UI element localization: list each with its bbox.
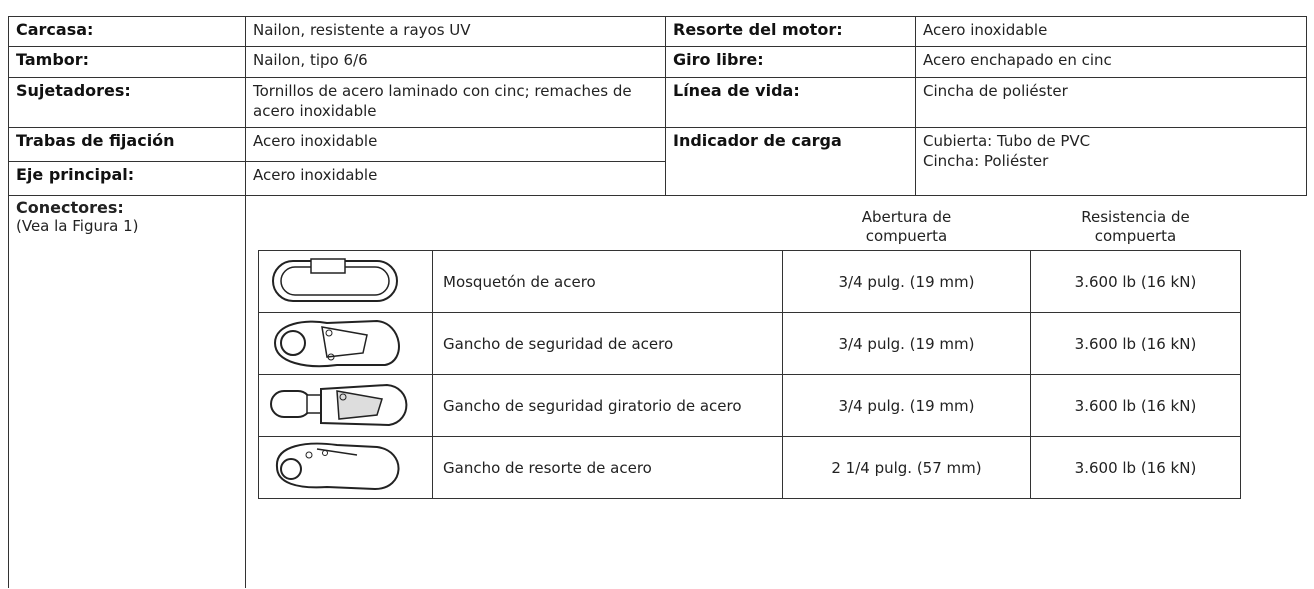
value-line: Cubierta: Tubo de PVC [923, 132, 1091, 150]
connectors-cell: Abertura de compuerta Resistencia de com… [245, 195, 1307, 588]
gate-strength: 3.600 lb (16 kN) [1030, 374, 1241, 437]
label: Trabas de fijación [8, 127, 246, 162]
gate-opening: 2 1/4 pulg. (57 mm) [782, 436, 1031, 499]
value: Nailon, tipo 6/6 [245, 46, 666, 78]
label: Línea de vida: [665, 77, 916, 128]
note: (Vea la Figura 1) [16, 217, 139, 235]
connector-name: Gancho de resorte de acero [432, 436, 783, 499]
connector-name: Gancho de seguridad de acero [432, 312, 783, 375]
connector-name: Mosquetón de acero [432, 250, 783, 313]
label: Tambor: [8, 46, 246, 78]
value: Acero enchapado en cinc [915, 46, 1307, 78]
value: Cubierta: Tubo de PVC Cincha: Poliéster [915, 127, 1307, 196]
value: Acero inoxidable [915, 16, 1307, 47]
spring-hook-icon [275, 442, 400, 491]
spec-table: Carcasa: Nailon, resistente a rayos UV R… [8, 16, 1307, 588]
label: Indicador de carga [665, 127, 916, 196]
label: Giro libre: [665, 46, 916, 78]
value: Acero inoxidable [245, 127, 666, 162]
text: Abertura de compuerta [861, 208, 952, 245]
swivel-snaphook-icon [270, 383, 408, 427]
label: Sujetadores: [8, 77, 246, 128]
value-line: Cincha: Poliéster [923, 152, 1049, 170]
carabiner-icon [272, 258, 398, 302]
connectors-table: Abertura de compuerta Resistencia de com… [258, 196, 1241, 499]
connectors-label-cell: Conectores: (Vea la Figura 1) [8, 195, 246, 588]
connector-name: Gancho de seguridad giratorio de acero [432, 374, 783, 437]
gate-opening: 3/4 pulg. (19 mm) [782, 374, 1031, 437]
label: Eje principal: [8, 161, 246, 196]
value: Cincha de poliéster [915, 77, 1307, 128]
column-header: Resistencia de compuerta [1031, 196, 1241, 251]
gate-strength: 3.600 lb (16 kN) [1030, 436, 1241, 499]
gate-opening: 3/4 pulg. (19 mm) [782, 250, 1031, 313]
label: Carcasa: [8, 16, 246, 47]
gate-opening: 3/4 pulg. (19 mm) [782, 312, 1031, 375]
snaphook-icon [273, 319, 400, 368]
column-header: Abertura de compuerta [783, 196, 1031, 251]
label: Conectores: [16, 198, 124, 217]
value: Tornillos de acero laminado con cinc; re… [245, 77, 666, 128]
gate-strength: 3.600 lb (16 kN) [1030, 250, 1241, 313]
label: Resorte del motor: [665, 16, 916, 47]
value: Acero inoxidable [245, 161, 666, 196]
gate-strength: 3.600 lb (16 kN) [1030, 312, 1241, 375]
text: Resistencia de compuerta [1081, 208, 1190, 245]
value: Nailon, resistente a rayos UV [245, 16, 666, 47]
